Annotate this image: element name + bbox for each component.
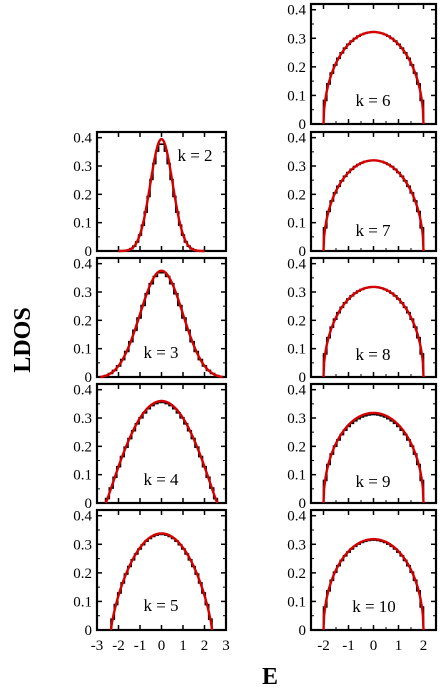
panel-9-ytick-label: 0.3 [287,537,306,553]
panel-1-ytick-label: 0.4 [73,131,92,147]
panel-2-ytick-label: 0.3 [73,285,92,301]
panel-6-ytick-label: 0.4 [287,131,306,147]
panel-3-ytick-label: 0.4 [73,383,92,399]
panel-9-ytick-label: 0.1 [287,594,306,610]
panel-2-ytick-label: 0.1 [73,342,92,358]
panel-7-curve [322,285,425,378]
panel-3-histogram [104,401,219,503]
panel-4-ytick-label: 0.1 [73,594,92,610]
panel-8-histogram [322,413,425,503]
y-axis-title: LDOS [10,307,36,372]
panel-4-xtick-label: -1 [134,638,147,654]
panel-8-ytick-label: 0.3 [287,411,306,427]
panel-9-xtick-label: 1 [395,638,403,654]
panel-4-xtick-label: 3 [222,638,230,654]
panel-5-ytick-label: 0.2 [287,60,306,76]
panel-4-label: k = 5 [143,596,178,615]
panel-6-ytick-label: 0.3 [287,159,306,175]
panel-5-histogram [322,31,425,124]
panel-5-label: k = 6 [355,91,390,110]
panel-2-ytick-label: 0 [85,370,93,386]
panel-3-curve [104,399,219,504]
panel-7-ytick-label: 0.1 [287,342,306,358]
panel-9-xtick-label: 2 [420,638,428,654]
panel-2-ytick-label: 0.4 [73,257,92,273]
panel-4-xtick-label: 0 [158,638,166,654]
panel-4-xtick-label: -2 [112,638,125,654]
panel-9-ytick-label: 0.2 [287,566,306,582]
panel-1-ytick-label: 0.3 [73,159,92,175]
panel-6-ytick-label: 0 [299,244,307,260]
panel-6-ytick-label: 0.2 [287,187,306,203]
panel-7-ytick-label: 0.4 [287,257,306,273]
panel-8-ytick-label: 0.2 [287,439,306,455]
panel-4-histogram [110,533,213,630]
x-axis-title: E [262,664,278,690]
panel-7-ytick-label: 0 [299,370,307,386]
panel-2-curve [100,269,223,379]
panel-8-ytick-label: 0.4 [287,383,306,399]
panel-3-ytick-label: 0.3 [73,411,92,427]
panel-4-xtick-label: 2 [201,638,209,654]
panel-6-ytick-label: 0.1 [287,216,306,232]
panel-1-curve [118,137,205,253]
panel-4-ytick-label: 0 [85,623,93,639]
panel-3-ytick-label: 0.1 [73,468,92,484]
panel-8-ytick-label: 0 [299,496,307,512]
panel-3-ytick-label: 0.2 [73,439,92,455]
panel-3-ytick-label: 0 [85,496,93,512]
panel-3-label: k = 4 [143,470,179,489]
panel-2-histogram [99,271,224,378]
panel-9-ytick-label: 0.4 [287,509,306,525]
panel-9-label: k = 10 [352,597,396,616]
panel-5-ytick-label: 0.3 [287,31,306,47]
panel-9-xtick-label: 0 [370,638,378,654]
panel-1-label: k = 2 [177,146,212,165]
panel-4-ytick-label: 0.3 [73,537,92,553]
panel-4-xtick-label: -3 [91,638,104,654]
panel-1-ytick-label: 0 [85,244,93,260]
panel-4-xtick-label: 1 [179,638,187,654]
panel-9-histogram [322,539,425,630]
panel-5-ytick-label: 0.4 [287,3,306,19]
panel-9-xtick-label: -1 [342,638,355,654]
panel-1-ytick-label: 0.2 [73,187,92,203]
panel-5-ytick-label: 0.1 [287,88,306,104]
panel-1-ytick-label: 0.1 [73,216,92,232]
panel-7-ytick-label: 0.3 [287,285,306,301]
panel-2-ytick-label: 0.2 [73,313,92,329]
panel-2-label: k = 3 [143,343,178,362]
panel-4-ytick-label: 0.4 [73,509,92,525]
panel-9-curve [322,537,425,631]
panel-9-xtick-label: -2 [317,638,330,654]
panel-4-curve [109,532,214,631]
panel-5-ytick-label: 0 [299,117,307,133]
panel-8-ytick-label: 0.1 [287,468,306,484]
panel-6-label: k = 7 [355,221,391,240]
panel-7-ytick-label: 0.2 [287,313,306,329]
panel-4-ytick-label: 0.2 [73,566,92,582]
panel-6-curve [322,159,425,252]
panel-8-curve [322,411,425,504]
panel-9-ytick-label: 0 [299,623,307,639]
panel-8-label: k = 9 [355,472,390,491]
panel-7-label: k = 8 [355,345,390,364]
panel-5-curve [322,30,425,125]
